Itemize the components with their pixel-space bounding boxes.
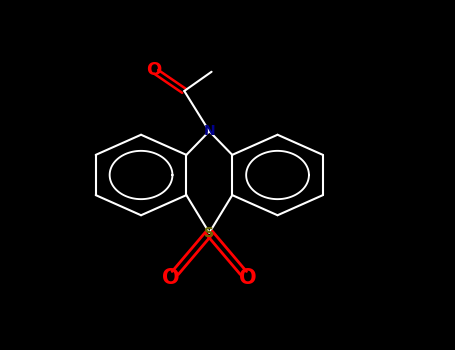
Text: N: N xyxy=(203,124,215,138)
Text: O: O xyxy=(162,268,179,288)
Text: S: S xyxy=(204,226,214,240)
Text: O: O xyxy=(146,61,162,79)
Text: O: O xyxy=(239,268,257,288)
